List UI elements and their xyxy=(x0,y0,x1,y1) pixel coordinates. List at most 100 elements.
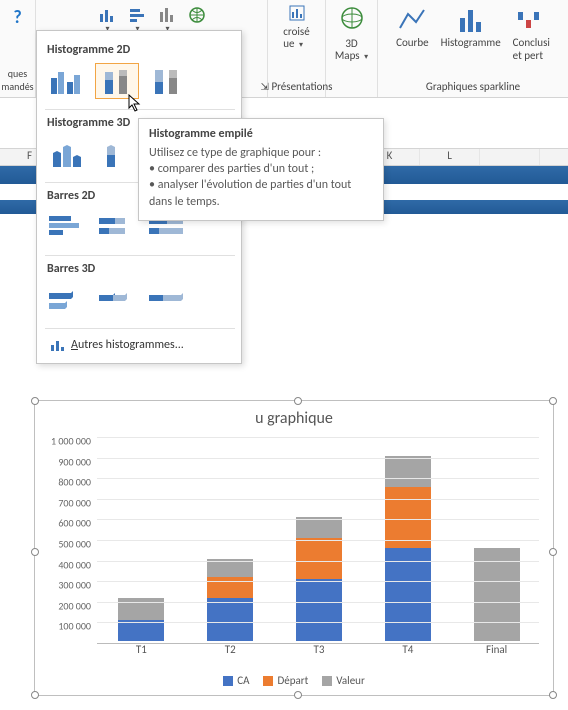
chart-3d-clustered-bar-option[interactable] xyxy=(45,282,89,318)
more-histograms-underline: A xyxy=(71,338,78,352)
bar-segment[interactable] xyxy=(474,548,520,641)
sparkline-winloss-label1: Conclusi xyxy=(513,36,550,49)
bar-segment[interactable] xyxy=(296,579,342,641)
maps-label2: Maps xyxy=(335,49,360,62)
sparkline-winloss-button[interactable]: Conclusi et pert xyxy=(509,2,554,64)
dd-section-h2d: Histogramme 2D xyxy=(45,37,241,61)
help-label2: mandés xyxy=(1,80,33,93)
chart-type-tooltip: Histogramme empilé Utilisez ce type de g… xyxy=(138,118,384,221)
x-tick-label: Final xyxy=(486,643,507,656)
legend-item[interactable]: CA xyxy=(223,674,249,687)
bar-T2[interactable] xyxy=(207,559,253,641)
legend-swatch xyxy=(322,676,332,686)
chart-3d-stacked-bar-option[interactable] xyxy=(95,282,139,318)
help-label1: ques xyxy=(8,67,27,80)
more-histograms-button[interactable]: Autres histogrammes... xyxy=(45,329,241,357)
chart-object[interactable]: u graphique 100 000 200 000 300 000 400 000… xyxy=(34,400,554,696)
tooltip-title: Histogramme empilé xyxy=(149,127,373,141)
y-tick-label: 500 000 xyxy=(58,538,91,551)
pivot-chart-icon xyxy=(288,4,306,22)
sparkline-line-button[interactable]: Courbe xyxy=(392,2,433,51)
column-chart-icon xyxy=(49,337,65,353)
pivot-label2: ue xyxy=(283,37,294,50)
chart-legend[interactable]: CA Départ Valeur xyxy=(35,674,553,687)
pivot-chart-button[interactable] xyxy=(284,2,310,24)
legend-swatch xyxy=(263,676,273,686)
globe-icon xyxy=(188,6,206,24)
chart-stacked-bar-option[interactable] xyxy=(95,209,139,245)
chevron-down-icon: ▾ xyxy=(364,52,368,62)
column-chart-icon xyxy=(98,6,116,24)
sparkline-line-icon xyxy=(396,4,428,36)
y-tick-label: 800 000 xyxy=(58,476,91,489)
pivot-label1: croisé xyxy=(283,25,309,38)
x-tick-label: T2 xyxy=(225,643,236,656)
bar-segment[interactable] xyxy=(385,548,431,641)
y-tick-label: 900 000 xyxy=(58,455,91,468)
sparkline-winloss-icon xyxy=(513,4,545,36)
tooltip-line3: • analyser l'évolution de parties d'un t… xyxy=(149,177,373,209)
x-tick-label: T1 xyxy=(136,643,147,656)
chart-type-geo-button[interactable] xyxy=(184,4,210,26)
bar-segment[interactable] xyxy=(207,598,253,641)
legend-label: Départ xyxy=(277,674,308,687)
y-tick-label: 200 000 xyxy=(58,599,91,612)
maps-label1: 3D xyxy=(345,37,357,50)
dd-section-b3d: Barres 3D xyxy=(45,256,241,280)
chart-3d-clustered-column-option[interactable] xyxy=(45,136,89,172)
sparkline-column-label: Histogramme xyxy=(441,36,501,49)
chart-clustered-bar-option[interactable] xyxy=(45,209,89,245)
bar-T1[interactable] xyxy=(118,598,164,641)
column-header[interactable] xyxy=(480,149,540,165)
bar-segment[interactable] xyxy=(296,517,342,538)
chart-title[interactable]: u graphique xyxy=(35,401,553,430)
y-tick-label: 400 000 xyxy=(58,558,91,571)
legend-swatch xyxy=(223,676,233,686)
tooltip-line1: Utilisez ce type de graphique pour : xyxy=(149,145,373,161)
chart-100stacked-column-option[interactable] xyxy=(145,63,189,99)
legend-label: Valeur xyxy=(336,674,365,687)
chart-bars xyxy=(97,437,539,641)
x-tick-label: T4 xyxy=(402,643,413,656)
chart-clustered-column-option[interactable] xyxy=(45,63,89,99)
y-tick-label: 1 000 000 xyxy=(51,435,91,448)
ribbon-maps-group: 3D Maps ▾ xyxy=(326,0,378,97)
sparklines-footer: Graphiques sparkline xyxy=(426,78,520,97)
sparkline-winloss-label2: et pert xyxy=(513,49,543,62)
statistic-chart-icon xyxy=(158,6,176,24)
chart-x-axis: T1 T2 T3 T4 Final xyxy=(97,643,539,659)
tooltip-line2: • comparer des parties d'un tout ; xyxy=(149,161,373,177)
bar-segment[interactable] xyxy=(296,538,342,579)
chevron-down-icon: ▾ xyxy=(299,40,303,50)
sparkline-column-icon xyxy=(455,4,487,36)
chart-3d-stacked-column-option[interactable] xyxy=(95,136,139,172)
bar-segment[interactable] xyxy=(385,456,431,487)
cursor-icon xyxy=(128,94,142,112)
bar-segment[interactable] xyxy=(118,620,164,641)
column-header[interactable]: L xyxy=(420,149,480,165)
maps-3d-button[interactable] xyxy=(332,2,372,38)
bar-T4[interactable] xyxy=(385,456,431,641)
y-tick-label: 600 000 xyxy=(58,517,91,530)
bar-chart-icon xyxy=(128,6,146,24)
x-tick-label: T3 xyxy=(314,643,325,656)
sparkline-line-label: Courbe xyxy=(396,36,429,49)
globe-3d-icon xyxy=(336,4,368,36)
chart-y-axis: 100 000 200 000 300 000 400 000 500 000 600 0… xyxy=(35,437,95,641)
chart-plot-area xyxy=(97,437,539,641)
legend-item[interactable]: Valeur xyxy=(322,674,365,687)
ribbon-help-group: ? ques mandés xyxy=(0,0,36,97)
chart-3d-100stacked-bar-option[interactable] xyxy=(145,282,189,318)
legend-label: CA xyxy=(237,674,249,687)
ribbon-sparklines-group: Courbe Histogramme Conclusi et pert Grap… xyxy=(378,0,568,97)
ribbon-pivot-group: croisé ue ▾ ⇲ Présentations xyxy=(268,0,326,97)
legend-item[interactable]: Départ xyxy=(263,674,308,687)
more-histograms-rest: utres histogrammes... xyxy=(78,338,184,352)
bar-Final[interactable] xyxy=(474,548,520,641)
y-tick-label: 100 000 xyxy=(58,620,91,633)
help-icon[interactable]: ? xyxy=(5,2,29,32)
sparkline-column-button[interactable]: Histogramme xyxy=(437,2,505,51)
y-tick-label: 700 000 xyxy=(58,496,91,509)
pivot-footer: Présentations xyxy=(271,80,332,93)
y-tick-label: 300 000 xyxy=(58,579,91,592)
